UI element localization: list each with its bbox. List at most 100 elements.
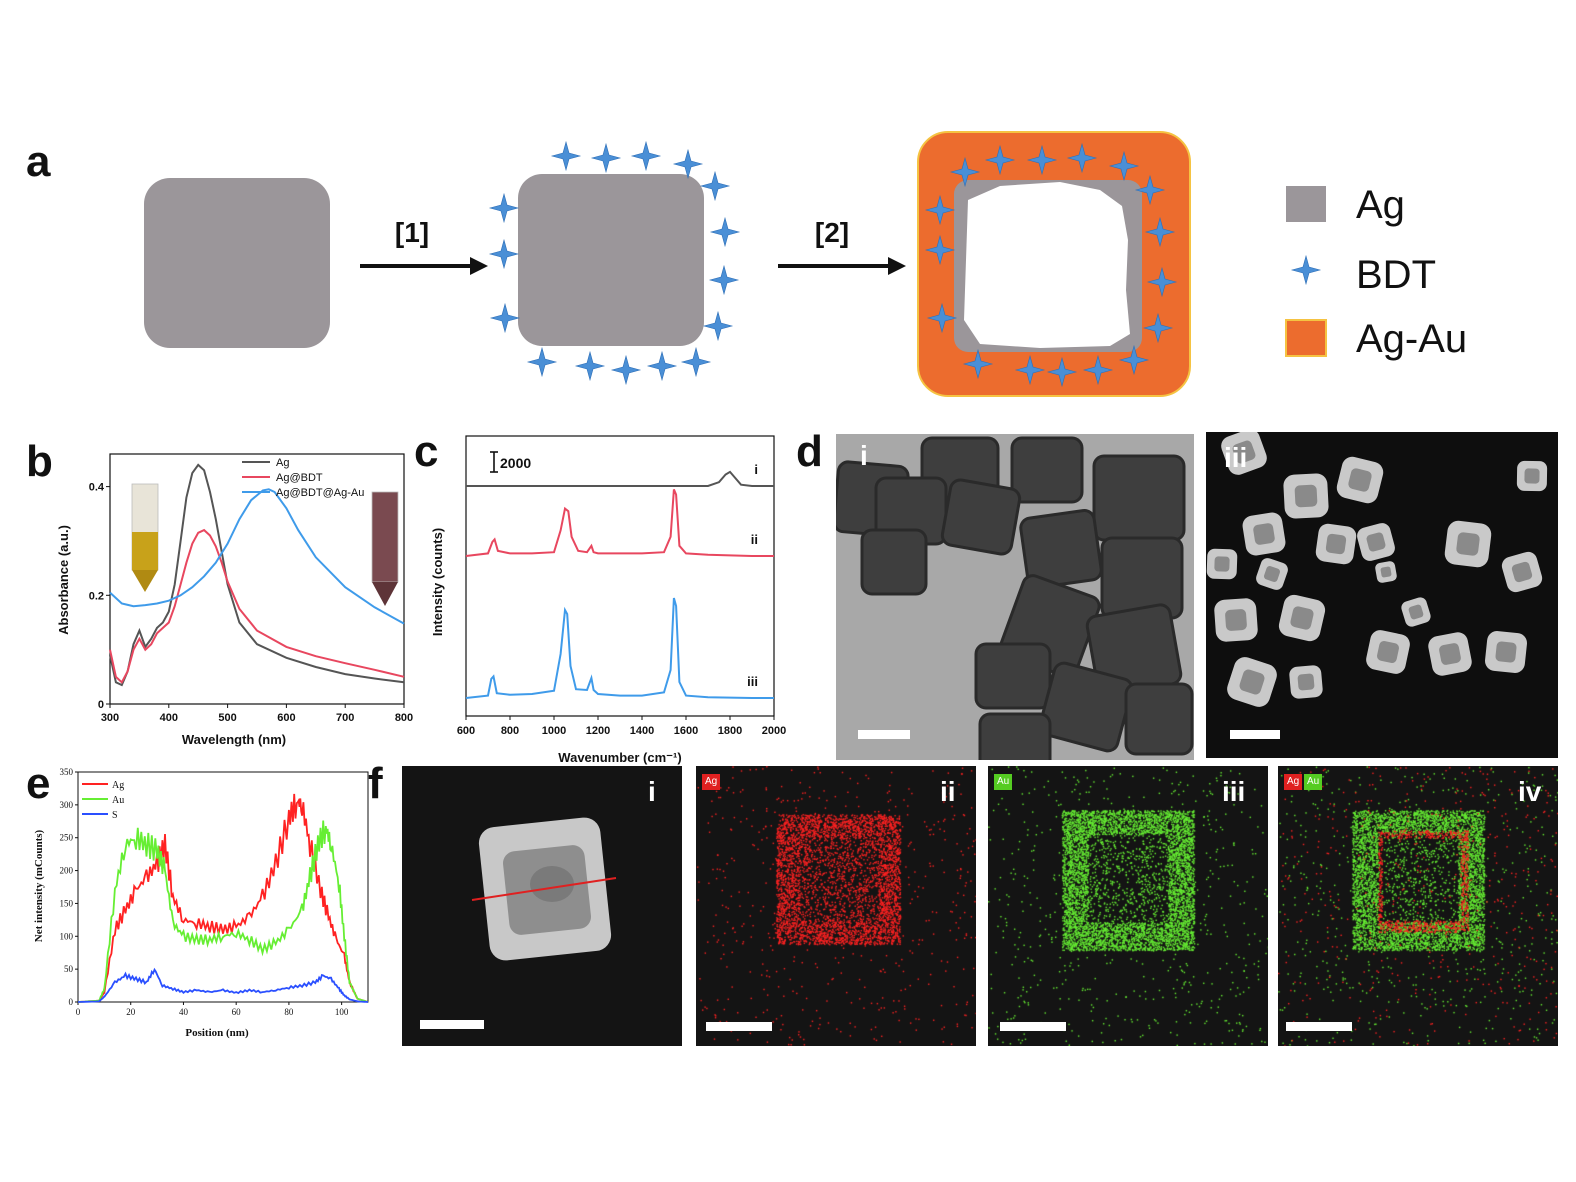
ag-cube-shape <box>144 178 330 348</box>
b-x-tick-label: 800 <box>395 712 413 724</box>
legend-label-bdt: BDT <box>1356 253 1436 297</box>
e-legend-label-2: S <box>112 810 118 821</box>
chip-ag-overlay: Ag <box>1284 774 1303 790</box>
hollow-cube-inner <box>1408 604 1424 620</box>
b-legend-label-2: Ag@BDT@Ag-Au <box>276 487 364 499</box>
eds-image-i: i <box>402 766 682 1046</box>
hollow-cube-inner <box>1225 609 1247 631</box>
b-series-line-1 <box>109 528 405 684</box>
panel-letter-d: d <box>796 427 823 476</box>
eds-iv-label: iv <box>1518 776 1542 807</box>
hollow-cubes-shapes <box>1206 432 1548 707</box>
e-x-tick-label: 80 <box>284 1007 294 1017</box>
tem-cubes-shapes <box>836 434 1194 760</box>
hollow-cube-inner <box>1495 641 1517 663</box>
b-plot-frame <box>109 453 405 705</box>
e-x-axis-label: Position (nm) <box>185 1027 249 1039</box>
eds-i-scale-bar <box>420 1020 484 1029</box>
line-scan-path <box>471 877 617 901</box>
b-y-axis-label: Absorbance (a.u.) <box>56 525 71 635</box>
overlay-map-canvas <box>1278 766 1558 1046</box>
line-scan-chart: 0 20 40 60 80 100 0 50 100 150 200 250 300 350 Ag Au S P… <box>33 767 369 1039</box>
chip-au: Au <box>994 774 1013 790</box>
step-2-label: [2] <box>815 217 849 248</box>
legend-label-agau: Ag-Au <box>1356 317 1467 361</box>
hollow-cube-inner <box>1294 484 1318 508</box>
haadf-iii-label: iii <box>1224 442 1248 473</box>
eds-ii-label: ii <box>940 776 956 807</box>
tem-i-label: i <box>860 440 868 471</box>
hollow-void <box>964 182 1130 348</box>
c-scale-bar <box>490 451 498 473</box>
c-x-tick-label: 1000 <box>542 725 566 737</box>
b-y-tick-label: 0.4 <box>89 482 105 494</box>
eds-iv-scale-bar <box>1286 1022 1352 1031</box>
eds-i-label: i <box>648 776 656 807</box>
b-y-tick-label: 0 <box>98 699 104 711</box>
c-plot-frame <box>465 435 775 717</box>
arrow-step-1 <box>360 257 488 275</box>
e-y-tick-label: 250 <box>60 833 74 843</box>
hollow-cube-inner <box>1325 533 1347 555</box>
hollow-cube-inner <box>1348 468 1372 492</box>
b-x-tick-label: 700 <box>336 712 354 724</box>
synthesis-scheme: [1] [2] Ag BDT Ag-Au <box>144 131 1467 397</box>
e-x-tick-label: 40 <box>179 1007 189 1017</box>
eds-image-iii: Au iii <box>988 766 1268 1046</box>
hollow-cube-inner <box>1380 566 1392 578</box>
b-legend-label-1: Ag@BDT <box>276 472 323 484</box>
hollow-cube-inner <box>1366 532 1386 552</box>
ag-map-canvas <box>696 766 976 1046</box>
e-x-tick-label: 100 <box>335 1007 349 1017</box>
e-y-axis-label: Net intensity (mCounts) <box>33 829 45 942</box>
haadf-image-iii: iii <box>1206 432 1558 758</box>
c-x-tick-label: 1800 <box>718 725 742 737</box>
chip-au-overlay: Au <box>1304 774 1323 790</box>
b-x-tick-label: 500 <box>218 712 236 724</box>
b-x-tick-label: 600 <box>277 712 295 724</box>
eds-iii-scale-bar <box>1000 1022 1066 1031</box>
hollow-cube-inner <box>1232 440 1256 464</box>
hollow-cube-inner <box>1253 523 1275 545</box>
hollow-cube-inner <box>1456 532 1480 556</box>
c-series-line-1 <box>465 489 774 557</box>
c-y-axis-label: Intensity (counts) <box>430 528 445 636</box>
e-legend-label-0: Ag <box>112 780 124 791</box>
eds-image-iv: Ag Au iv <box>1278 766 1558 1046</box>
e-y-tick-label: 300 <box>60 800 74 810</box>
au-map-canvas <box>988 766 1268 1046</box>
panel-letter-e: e <box>26 759 51 808</box>
e-x-tick-label: 20 <box>126 1007 135 1017</box>
hollow-cube-inner <box>1439 643 1461 665</box>
hollow-cube-inner <box>1524 468 1540 484</box>
c-scale-bar-label: 2000 <box>500 455 531 471</box>
e-y-tick-label: 150 <box>60 898 74 908</box>
legend-label-ag: Ag <box>1356 183 1405 227</box>
vial-purple-icon <box>371 491 399 606</box>
eds-image-ii: Ag ii <box>696 766 976 1046</box>
ag-bdt-cube-shape <box>518 174 704 346</box>
c-series-label-2: iii <box>747 674 758 689</box>
c-x-axis-label: Wavenumber (cm⁻¹) <box>558 750 681 765</box>
arrow-step-2 <box>778 257 906 275</box>
legend-swatch-ag <box>1286 186 1326 222</box>
legend-star-icon <box>1291 255 1321 285</box>
c-series-line-2 <box>465 597 774 699</box>
hollow-cube-inner <box>1264 566 1280 582</box>
e-y-tick-label: 200 <box>60 866 74 876</box>
b-series-line-2 <box>109 488 405 625</box>
vial-yellow-icon <box>131 483 159 592</box>
e-y-tick-label: 100 <box>60 931 74 941</box>
hollow-cube-inner <box>1297 673 1315 691</box>
e-series-line-1 <box>77 820 369 1003</box>
e-x-tick-label: 0 <box>76 1007 81 1017</box>
c-x-tick-label: 600 <box>457 725 475 737</box>
tem-image-i: i <box>836 434 1194 760</box>
c-series-label-0: i <box>754 462 758 477</box>
b-series-line-0 <box>109 463 405 687</box>
c-series-label-1: ii <box>751 532 758 547</box>
b-x-tick-label: 400 <box>160 712 178 724</box>
e-y-tick-label: 350 <box>60 767 74 777</box>
legend-swatch-agau <box>1285 319 1327 357</box>
hollow-cube-inner <box>1290 606 1314 630</box>
